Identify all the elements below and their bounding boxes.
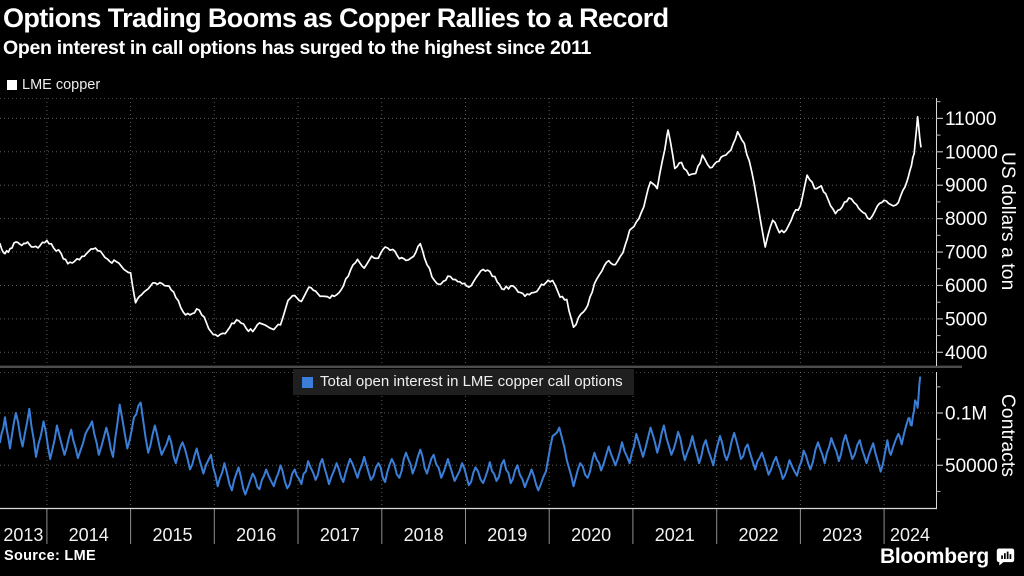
x-tick-label-year: 2015 [152, 525, 192, 545]
y-tick-label-oi: 50000 [945, 456, 998, 477]
oi-swatch-icon [302, 376, 313, 388]
y-tick-label-price: 8000 [945, 209, 987, 230]
y-tick-label-price: 10000 [945, 142, 998, 163]
y-tick-label-price: 9000 [945, 176, 987, 197]
x-tick-label-year: 2021 [655, 525, 695, 545]
oi-legend: Total open interest in LME copper call o… [293, 369, 634, 395]
x-tick-label-year: 2018 [404, 525, 444, 545]
y-tick-label-price: 4000 [945, 343, 987, 364]
oi-legend-label: Total open interest in LME copper call o… [320, 373, 623, 390]
y-axis-title-price: US dollars a ton [997, 152, 1018, 291]
x-tick-label-year: 2024 [890, 525, 930, 545]
x-tick-label-year: 2019 [487, 525, 527, 545]
y-tick-label-price: 7000 [945, 243, 987, 264]
y-axis-title-contracts: Contracts [997, 394, 1018, 478]
y-tick-label-oi: 0.1M [945, 404, 987, 425]
x-tick-label-year: 2022 [738, 525, 778, 545]
x-tick-label-year: 2023 [822, 525, 862, 545]
y-tick-label-price: 6000 [945, 276, 987, 297]
y-tick-label-price: 5000 [945, 309, 987, 330]
y-tick-label-price: 11000 [945, 109, 996, 130]
x-tick-label-year: 2017 [320, 525, 360, 545]
bloomberg-wordmark: Bloomberg [879, 545, 989, 568]
bloomberg-bubble-icon [996, 548, 1015, 566]
copper-swatch-icon [7, 80, 17, 90]
bloomberg-logo: Bloomberg [880, 545, 1015, 569]
x-tick-label-year: 2014 [69, 525, 109, 545]
page-title: Options Trading Booms as Copper Rallies … [3, 3, 669, 33]
page-subtitle: Open interest in call options has surged… [3, 37, 592, 59]
x-tick-label-year: 2016 [236, 525, 276, 545]
copper-legend-label: LME copper [22, 77, 101, 93]
x-tick-label-year: 2013 [3, 525, 43, 545]
source-note: Source: LME [4, 548, 96, 564]
panel-divider [0, 365, 962, 368]
x-tick-label-year: 2020 [571, 525, 611, 545]
oi-series-path [0, 376, 922, 496]
copper-legend: LME copper [7, 77, 100, 93]
copper-series-path [0, 115, 922, 338]
